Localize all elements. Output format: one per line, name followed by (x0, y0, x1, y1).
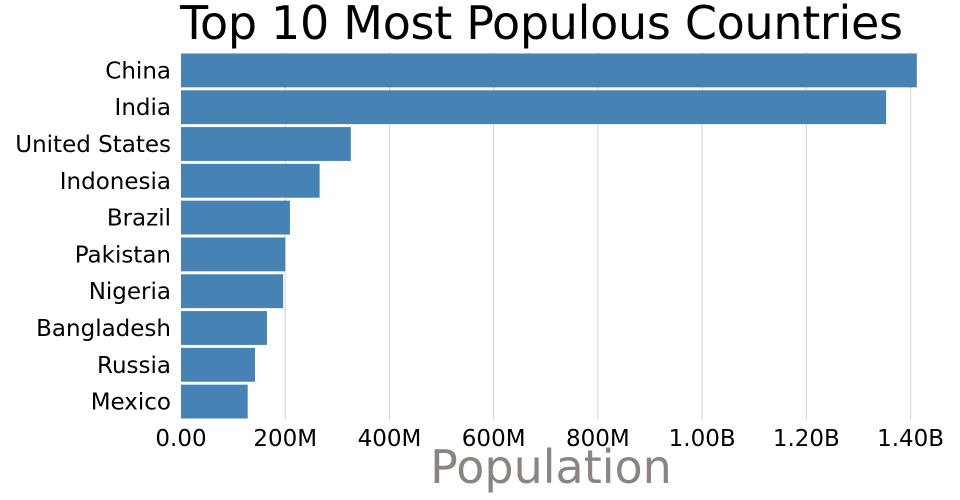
x-tick-label: 400M (358, 426, 422, 452)
bar[interactable] (181, 53, 917, 88)
x-tick-label: 200M (253, 426, 317, 452)
x-axis-title: Population (430, 440, 672, 494)
bar[interactable] (181, 347, 255, 382)
category-label: Bangladesh (36, 316, 171, 342)
bar[interactable] (181, 90, 887, 125)
category-label: Mexico (91, 390, 171, 416)
bar[interactable] (181, 163, 320, 198)
chart-title: Top 10 Most Populous Countries (180, 0, 903, 50)
x-tick-label: 600M (462, 426, 526, 452)
category-label: Nigeria (89, 279, 171, 305)
category-label: China (105, 58, 171, 84)
bar[interactable] (181, 274, 284, 309)
category-label: Russia (97, 353, 171, 379)
bars (181, 53, 917, 419)
category-label: Pakistan (75, 242, 171, 268)
x-tick-label: 1.40B (877, 426, 944, 452)
category-labels: China India United States Indonesia Brazil Pa… (15, 58, 171, 415)
x-tick-label: 800M (566, 426, 630, 452)
category-label: United States (15, 132, 171, 158)
bar[interactable] (181, 384, 248, 419)
x-tick-label: 1.00B (669, 426, 736, 452)
x-tick-labels: 0.00 200M 400M 600M 800M 1.00B 1.20B 1.40B (155, 426, 944, 452)
bar[interactable] (181, 127, 351, 161)
category-label: Indonesia (60, 169, 171, 195)
bar[interactable] (181, 237, 286, 272)
bar[interactable] (181, 200, 290, 235)
x-tick-label: 0.00 (155, 426, 206, 452)
category-label: Brazil (107, 206, 171, 232)
x-tick-label: 1.20B (773, 426, 840, 452)
bar[interactable] (181, 311, 267, 345)
category-label: India (115, 95, 171, 121)
